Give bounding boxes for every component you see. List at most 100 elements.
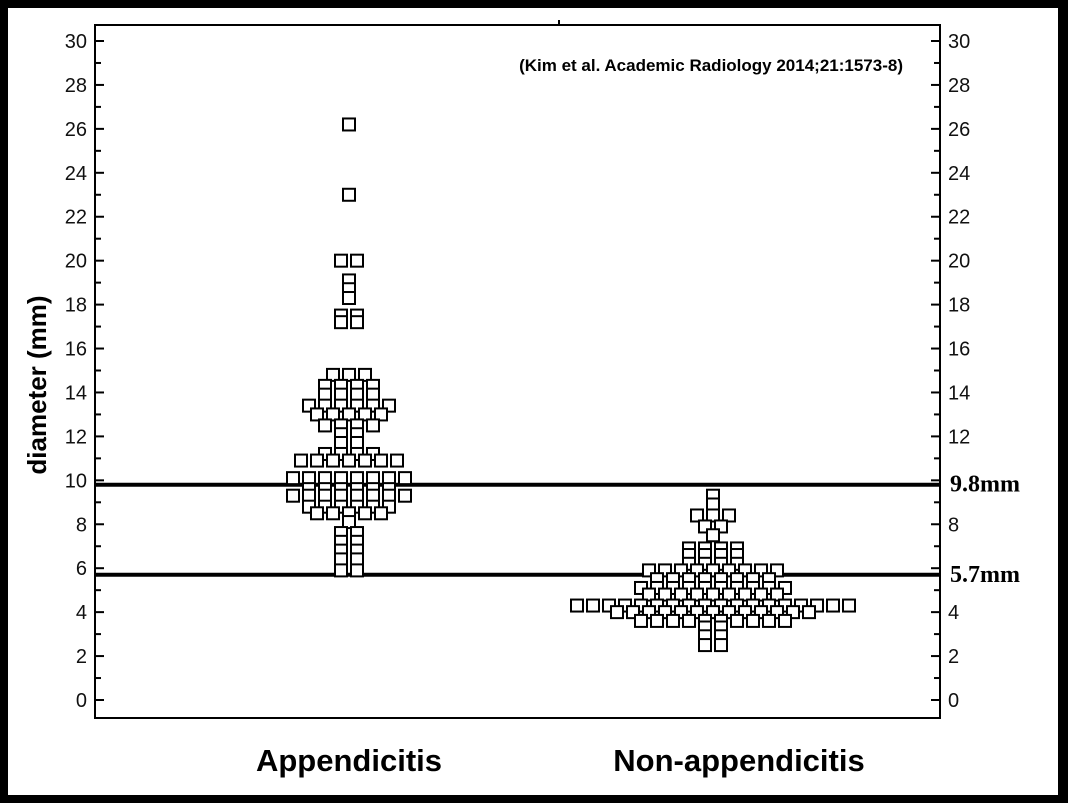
y-tick-label-right: 12 [948,426,970,448]
data-point [326,506,340,521]
data-point [722,508,736,523]
y-tick-label-right: 24 [948,163,970,185]
y-tick-label-left: 6 [76,558,87,580]
y-tick-label-left: 10 [65,470,87,492]
data-point [690,508,704,523]
data-point [682,613,696,628]
y-tick-label-left: 16 [65,339,87,361]
data-point [334,253,348,268]
data-point [374,407,388,422]
data-point [366,418,380,433]
data-point [746,613,760,628]
data-point [286,488,300,503]
y-tick-label-right: 0 [948,690,959,712]
data-point [310,407,324,422]
y-tick-label-right: 2 [948,646,959,668]
data-point [358,453,372,468]
data-point [714,638,728,653]
data-point [390,453,404,468]
data-point [374,506,388,521]
data-point [342,407,356,422]
data-point [398,488,412,503]
category-label-non-appendicitis: Non-appendicitis [613,743,864,778]
data-point [778,613,792,628]
reference-line-label: 9.8mm [950,472,1020,498]
data-point [294,453,308,468]
data-point [342,453,356,468]
data-point [722,587,736,602]
reference-lines: 9.8mm 5.7mm [95,472,1020,588]
y-tick-label-left: 26 [65,119,87,141]
data-point [326,453,340,468]
data-point [398,471,412,486]
data-point [802,605,816,620]
data-point [342,515,356,530]
citation-annotation: (Kim et al. Academic Radiology 2014;21:1… [519,56,903,75]
data-point [334,563,348,578]
chart-canvas: 0 0 2 2 4 4 6 8 8 10 12 12 14 14 16 16 18 18 20 20 22 22 24 24 2… [8,8,1058,795]
data-point [586,598,600,613]
data-point [666,613,680,628]
data-point [658,587,672,602]
y-tick-label-left: 28 [65,75,87,97]
data-point [754,587,768,602]
data-point [318,418,332,433]
data-point [374,453,388,468]
data-point [342,291,356,306]
data-point [706,508,720,523]
data-point [342,187,356,202]
y-tick-label-left: 4 [76,602,87,624]
data-point [738,587,752,602]
data-point [642,587,656,602]
data-point [706,587,720,602]
y-tick-label-right: 30 [948,31,970,53]
data-point [674,587,688,602]
data-point [286,471,300,486]
y-tick-label-right: 26 [948,119,970,141]
data-point [342,117,356,132]
y-tick-label-right: 20 [948,251,970,273]
y-tick-label-left: 22 [65,207,87,229]
data-point [358,506,372,521]
y-tick-label-right: 14 [948,382,970,404]
y-axis-label: diameter (mm) [22,295,52,474]
y-tick-label-left: 0 [76,690,87,712]
y-tick-label-left: 8 [76,514,87,536]
data-point [310,506,324,521]
y-tick-label-left: 18 [65,295,87,317]
data-point [650,613,664,628]
data-point [350,253,364,268]
data-point [690,587,704,602]
data-points [286,117,856,653]
data-point [326,407,340,422]
y-tick-label-left: 30 [65,31,87,53]
data-point [610,605,624,620]
reference-line-label: 5.7mm [950,562,1020,588]
data-point [358,367,372,382]
y-tick-label-left: 24 [65,163,87,185]
data-point [326,367,340,382]
data-point [350,315,364,330]
data-point [634,613,648,628]
data-point [842,598,856,613]
data-point [342,367,356,382]
data-point [334,315,348,330]
y-tick-label-right: 4 [948,602,959,624]
data-point [310,453,324,468]
y-tick-label-right: 8 [948,514,959,536]
y-tick-label-right: 18 [948,295,970,317]
y-tick-label-right: 22 [948,207,970,229]
data-point [826,598,840,613]
data-point [730,613,744,628]
category-label-appendicitis: Appendicitis [256,743,442,778]
data-point [698,638,712,653]
y-tick-label-left: 12 [65,426,87,448]
data-point [770,587,784,602]
y-tick-label-right: 16 [948,339,970,361]
data-point [762,613,776,628]
data-point [706,528,720,543]
y-tick-label-left: 20 [65,251,87,273]
data-point [570,598,584,613]
